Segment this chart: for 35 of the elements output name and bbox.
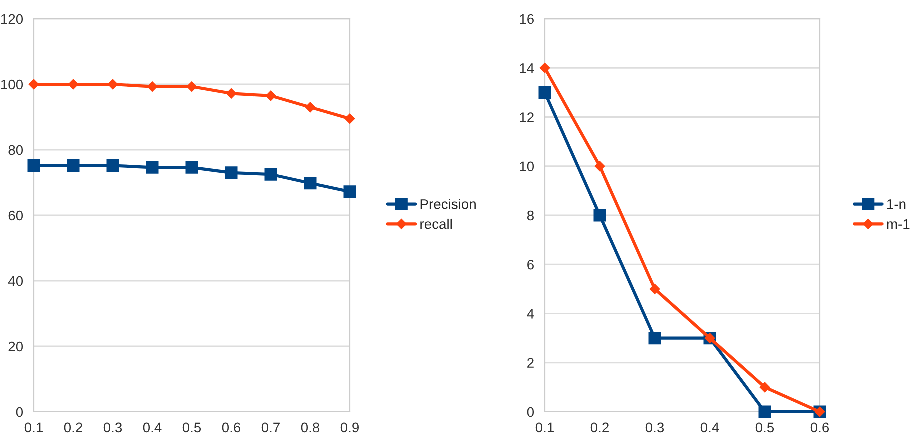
x-tick-label: 0.2 xyxy=(590,422,609,433)
y-tick-label: 10 xyxy=(520,162,534,172)
x-tick-label: 0.4 xyxy=(143,422,162,433)
y-tick-label: 2 xyxy=(528,358,534,368)
y-tick-label: 16 xyxy=(520,14,534,24)
y-tick-label: 0 xyxy=(527,407,534,418)
x-tick-label: 0.2 xyxy=(64,422,82,433)
x-tick-label: 0.3 xyxy=(104,422,122,433)
y-tick-label: 120 xyxy=(1,14,24,24)
x-tick-label: 0.7 xyxy=(262,422,280,433)
y-tick-label: 12 xyxy=(520,112,534,122)
legend-label: recall xyxy=(420,218,452,230)
legend-label: m-1 xyxy=(887,219,910,230)
y-tick-label: 6 xyxy=(528,260,534,270)
y-tick-label: 0 xyxy=(16,407,24,418)
x-tick-label: 0.1 xyxy=(536,422,554,433)
x-tick-label: 0.9 xyxy=(340,422,359,433)
y-tick-label: 14 xyxy=(520,64,534,74)
y-tick-label: 40 xyxy=(8,276,24,286)
y-tick-label: 60 xyxy=(8,210,24,221)
y-tick-label: 80 xyxy=(8,145,24,156)
x-tick-label: 0.6 xyxy=(810,422,830,433)
y-tick-label: 20 xyxy=(8,342,24,352)
x-tick-label: 0.6 xyxy=(222,422,241,433)
x-tick-label: 0.1 xyxy=(24,422,43,433)
legend-label: 1-n xyxy=(888,200,906,210)
y-tick-label: 100 xyxy=(1,80,24,90)
y-tick-label: 4 xyxy=(527,309,534,319)
x-tick-label: 0.4 xyxy=(700,422,720,433)
x-tick-label: 0.5 xyxy=(756,422,774,433)
x-tick-label: 0.8 xyxy=(301,422,320,433)
y-tick-label: 8 xyxy=(527,210,534,221)
x-tick-label: 0.5 xyxy=(182,422,202,433)
x-tick-label: 0.3 xyxy=(646,422,664,433)
legend-label: Precision xyxy=(420,199,476,210)
